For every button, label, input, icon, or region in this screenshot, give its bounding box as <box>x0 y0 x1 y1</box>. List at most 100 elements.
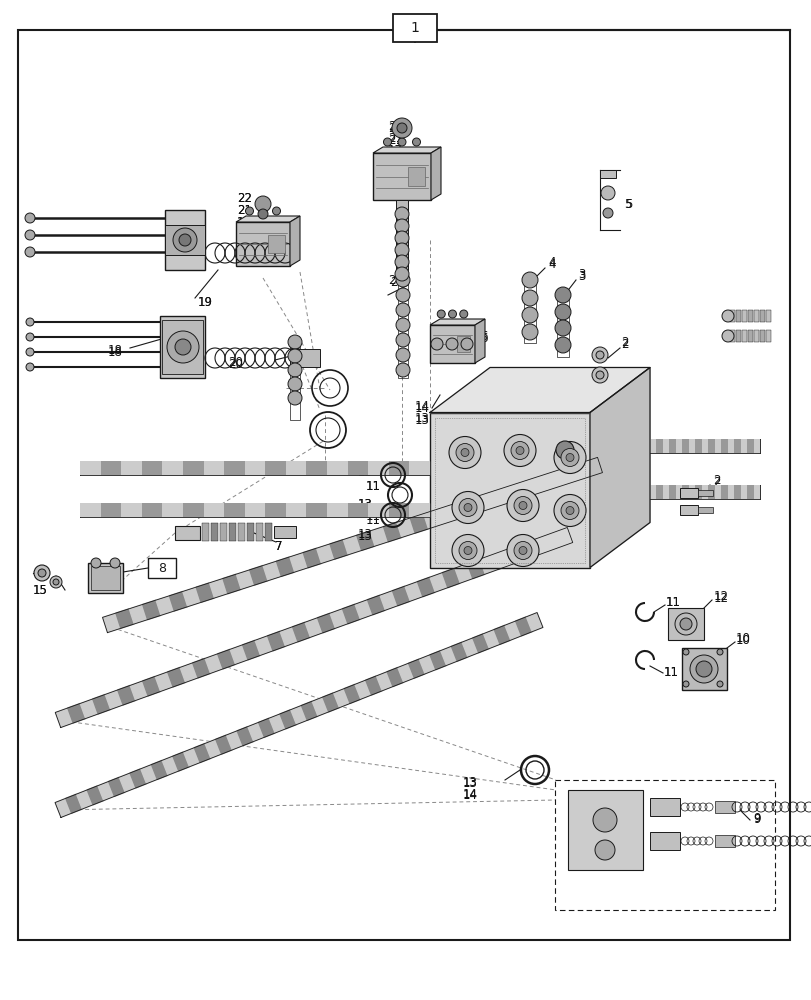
Polygon shape <box>194 743 211 763</box>
Bar <box>759 310 764 322</box>
Bar <box>211 523 217 541</box>
Text: 14: 14 <box>462 789 478 802</box>
Bar <box>753 485 759 499</box>
Polygon shape <box>205 654 223 673</box>
Text: 13: 13 <box>358 466 372 479</box>
Circle shape <box>553 442 586 474</box>
Polygon shape <box>258 718 275 737</box>
Circle shape <box>26 333 34 341</box>
Polygon shape <box>155 672 173 691</box>
Circle shape <box>34 565 50 581</box>
Text: 13: 13 <box>414 412 429 426</box>
Circle shape <box>383 138 391 146</box>
Text: 2: 2 <box>712 476 719 488</box>
Polygon shape <box>479 555 497 574</box>
Polygon shape <box>242 640 260 660</box>
Polygon shape <box>129 604 148 624</box>
Circle shape <box>288 335 302 349</box>
Polygon shape <box>356 531 375 550</box>
Circle shape <box>456 444 474 462</box>
Polygon shape <box>182 587 201 607</box>
Polygon shape <box>130 769 147 788</box>
Polygon shape <box>494 625 510 644</box>
Bar <box>347 461 367 475</box>
Circle shape <box>521 324 538 340</box>
Circle shape <box>448 436 480 468</box>
Bar <box>649 439 655 453</box>
Bar <box>175 526 200 540</box>
Polygon shape <box>269 714 285 733</box>
Text: 20: 20 <box>228 357 242 369</box>
Bar <box>679 505 697 515</box>
Bar <box>388 461 409 475</box>
Text: 22: 22 <box>388 120 402 133</box>
Bar <box>649 485 655 499</box>
Bar <box>238 523 245 541</box>
Circle shape <box>721 310 733 322</box>
Circle shape <box>689 655 717 683</box>
Bar <box>735 330 740 342</box>
Bar <box>714 485 720 499</box>
Bar <box>397 278 407 378</box>
Bar <box>714 439 720 453</box>
Bar <box>121 461 142 475</box>
Text: 6: 6 <box>479 330 487 344</box>
Bar <box>182 503 204 517</box>
Circle shape <box>560 502 578 520</box>
Polygon shape <box>530 475 548 494</box>
Bar <box>372 153 431 200</box>
Circle shape <box>452 491 483 524</box>
Polygon shape <box>570 462 588 481</box>
Bar <box>165 210 204 270</box>
Bar <box>765 310 770 322</box>
Bar <box>655 439 662 453</box>
Text: 6: 6 <box>479 332 487 344</box>
Polygon shape <box>504 621 521 640</box>
Bar <box>740 485 746 499</box>
Circle shape <box>674 613 696 635</box>
Bar <box>694 439 701 453</box>
Circle shape <box>506 489 539 522</box>
Bar <box>556 293 569 357</box>
Circle shape <box>396 303 410 317</box>
Circle shape <box>515 446 523 454</box>
Polygon shape <box>301 701 318 720</box>
Text: 17: 17 <box>388 144 402 157</box>
Text: 16: 16 <box>237 216 251 229</box>
Bar <box>759 330 764 342</box>
Text: 12: 12 <box>682 680 697 692</box>
Text: 13: 13 <box>462 776 478 789</box>
Circle shape <box>91 558 101 568</box>
Circle shape <box>716 681 722 687</box>
Polygon shape <box>408 659 425 678</box>
Bar <box>753 310 758 322</box>
Polygon shape <box>263 561 281 581</box>
Bar <box>220 523 227 541</box>
Text: 22: 22 <box>237 192 251 205</box>
Bar <box>681 648 726 690</box>
Polygon shape <box>316 544 334 563</box>
Polygon shape <box>397 518 414 537</box>
Text: 14: 14 <box>414 400 430 414</box>
Circle shape <box>396 348 410 362</box>
Polygon shape <box>483 629 500 649</box>
Polygon shape <box>372 147 440 153</box>
Polygon shape <box>55 708 73 728</box>
Circle shape <box>396 273 410 287</box>
Circle shape <box>521 272 538 288</box>
Text: 4: 4 <box>547 257 555 270</box>
Circle shape <box>258 209 268 219</box>
Circle shape <box>288 349 302 363</box>
Circle shape <box>25 230 35 240</box>
Bar <box>306 503 327 517</box>
Text: 11: 11 <box>366 481 380 493</box>
Bar <box>701 485 707 499</box>
Text: 2: 2 <box>620 338 628 351</box>
Text: 20: 20 <box>389 275 405 288</box>
Polygon shape <box>169 591 187 611</box>
Circle shape <box>245 207 253 215</box>
Bar <box>142 461 162 475</box>
Circle shape <box>510 442 528 460</box>
Text: 14: 14 <box>414 401 430 414</box>
Bar <box>753 439 759 453</box>
